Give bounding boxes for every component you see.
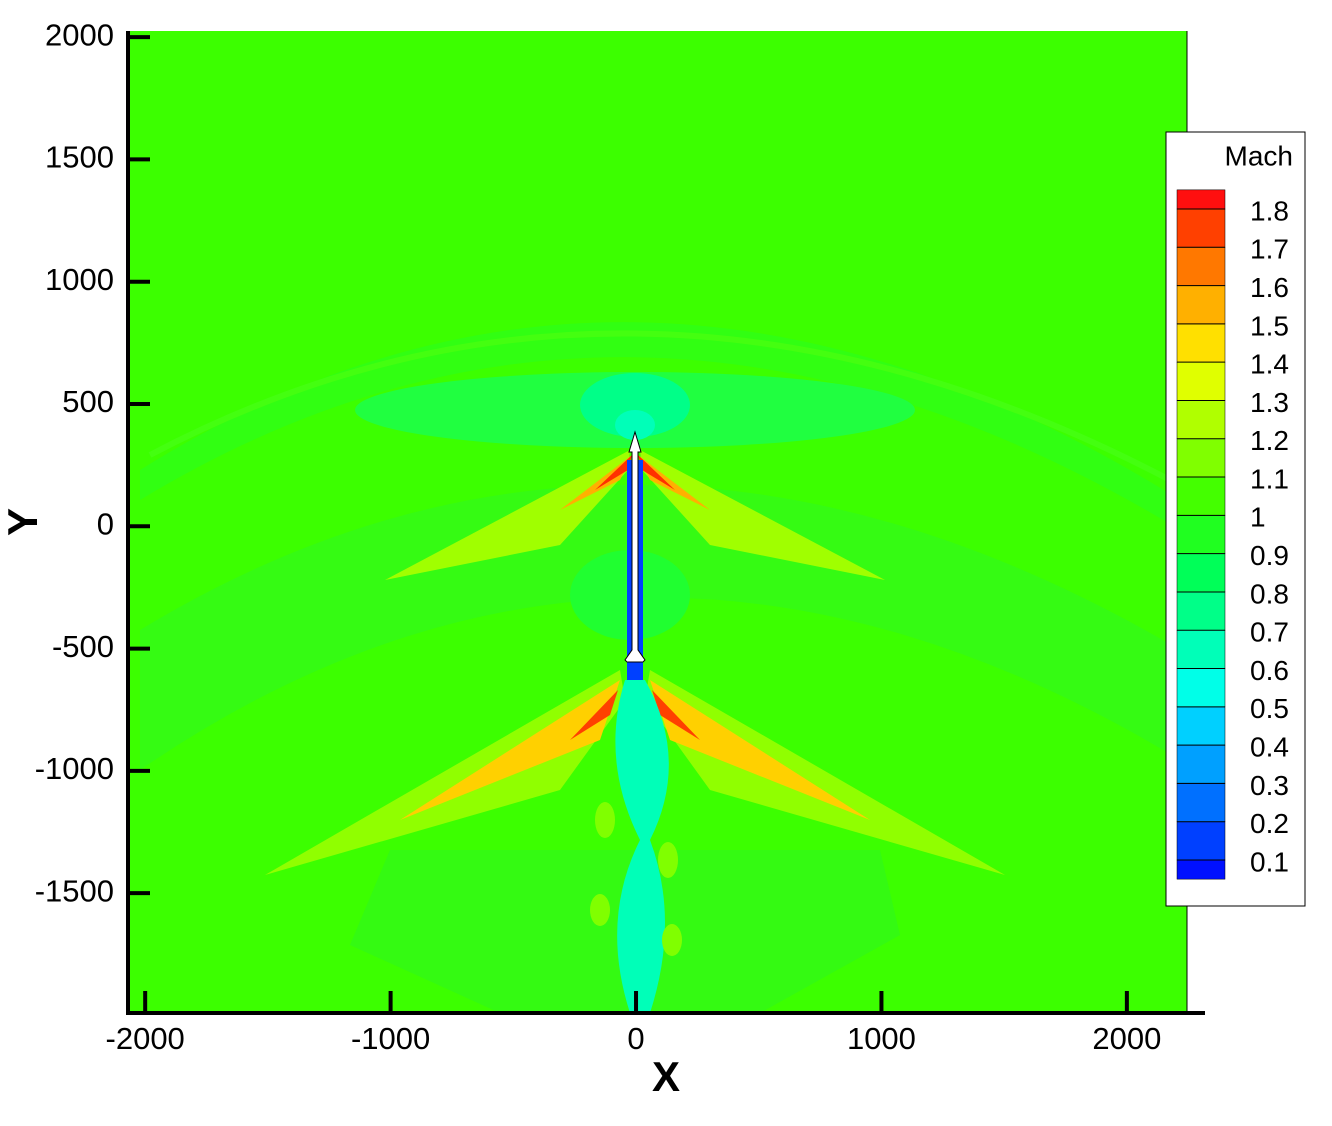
- colorbar-band: [1176, 783, 1226, 822]
- colorbar-label: 0.7: [1250, 617, 1289, 648]
- x-axis-title: X: [652, 1053, 680, 1100]
- colorbar-label: 0.3: [1250, 770, 1289, 801]
- y-tick-label: -1000: [35, 751, 114, 786]
- colorbar-label: 1: [1250, 502, 1266, 533]
- contour-field: [128, 31, 1188, 1013]
- x-tick-label: 0: [627, 1021, 644, 1056]
- colorbar-band: [1176, 361, 1226, 401]
- y-tick-label: -1500: [35, 873, 114, 908]
- colorbar-label: 1.7: [1250, 234, 1289, 265]
- colorbar-band: [1176, 285, 1226, 325]
- colorbar-band: [1176, 476, 1226, 516]
- colorbar-label: 0.1: [1250, 846, 1289, 877]
- colorbar-label: 1.1: [1250, 463, 1289, 494]
- x-tick-label: 2000: [1092, 1021, 1161, 1056]
- colorbar-band: [1176, 189, 1226, 210]
- x-tick-label: -1000: [351, 1021, 430, 1056]
- colorbar-label: 0.5: [1250, 693, 1289, 724]
- y-tick-label: -500: [52, 629, 114, 664]
- colorbar-label: 0.4: [1250, 732, 1289, 763]
- colorbar-band: [1176, 629, 1226, 669]
- colorbar-band: [1176, 668, 1226, 708]
- y-tick-label: 0: [97, 506, 114, 541]
- colorbar-label: 1.8: [1250, 195, 1289, 226]
- colorbar-band: [1176, 438, 1226, 478]
- y-tick-label: 1500: [45, 140, 114, 175]
- y-tick-label: 2000: [45, 17, 114, 52]
- colorbar-band: [1176, 553, 1226, 593]
- colorbar-label: 1.4: [1250, 349, 1289, 380]
- y-axis-title: Y: [0, 508, 46, 536]
- y-tick-label: 500: [62, 384, 114, 419]
- colorbar-band: [1176, 515, 1226, 554]
- colorbar-band: [1176, 323, 1226, 363]
- x-tick-label: -2000: [106, 1021, 185, 1056]
- colorbar-band: [1176, 706, 1226, 746]
- colorbar-label: 1.3: [1250, 387, 1289, 418]
- colorbar-label: 1.2: [1250, 425, 1289, 456]
- colorbar-label: 0.9: [1250, 540, 1289, 571]
- colorbar-label: 0.2: [1250, 808, 1289, 839]
- colorbar-band: [1176, 591, 1226, 631]
- colorbar-label: 0.8: [1250, 578, 1289, 609]
- colorbar-band: [1176, 400, 1226, 440]
- colorbar-band: [1176, 859, 1226, 880]
- y-tick-label: 1000: [45, 262, 114, 297]
- colorbar-label: 0.6: [1250, 655, 1289, 686]
- colorbar-label: 1.6: [1250, 272, 1289, 303]
- x-tick-label: 1000: [847, 1021, 916, 1056]
- colorbar-band: [1176, 744, 1226, 784]
- colorbar-band: [1176, 821, 1226, 861]
- colorbar-band: [1176, 208, 1226, 248]
- colorbar-title: Mach: [1225, 140, 1293, 171]
- colorbar-label: 1.5: [1250, 310, 1289, 341]
- colorbar-band: [1176, 247, 1226, 286]
